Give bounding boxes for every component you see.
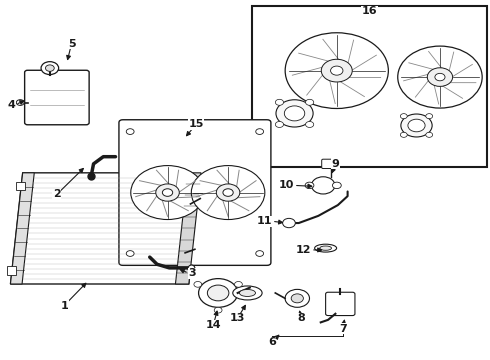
- Circle shape: [312, 177, 335, 194]
- Circle shape: [291, 294, 303, 303]
- Circle shape: [321, 59, 352, 82]
- Text: 12: 12: [295, 245, 311, 255]
- Circle shape: [198, 279, 238, 307]
- Circle shape: [332, 182, 341, 189]
- FancyBboxPatch shape: [322, 159, 338, 168]
- Circle shape: [427, 68, 453, 86]
- Text: 13: 13: [230, 313, 245, 323]
- Text: 15: 15: [189, 120, 204, 129]
- Circle shape: [275, 99, 284, 105]
- Circle shape: [256, 251, 264, 256]
- Circle shape: [306, 99, 314, 105]
- FancyBboxPatch shape: [119, 120, 271, 265]
- Circle shape: [285, 289, 310, 307]
- Polygon shape: [10, 173, 34, 284]
- Text: 16: 16: [362, 6, 377, 17]
- Circle shape: [41, 62, 59, 75]
- Ellipse shape: [320, 246, 331, 250]
- Circle shape: [16, 100, 24, 105]
- Bar: [252, 6, 487, 167]
- Bar: [7, 266, 16, 275]
- Circle shape: [276, 100, 313, 127]
- Text: 8: 8: [297, 313, 305, 323]
- Polygon shape: [10, 173, 201, 284]
- Circle shape: [162, 189, 172, 196]
- Circle shape: [214, 307, 222, 313]
- Text: 7: 7: [339, 324, 346, 334]
- Text: 11: 11: [256, 216, 272, 226]
- Circle shape: [275, 121, 284, 127]
- Ellipse shape: [233, 286, 262, 300]
- Text: 5: 5: [68, 39, 75, 49]
- Text: 1: 1: [60, 301, 68, 311]
- Ellipse shape: [315, 244, 337, 252]
- Circle shape: [400, 132, 407, 138]
- Circle shape: [156, 184, 179, 201]
- Circle shape: [401, 114, 432, 137]
- Circle shape: [426, 132, 433, 138]
- Circle shape: [408, 119, 425, 132]
- Circle shape: [305, 182, 314, 189]
- Bar: [16, 182, 25, 190]
- Text: 3: 3: [189, 268, 196, 278]
- Circle shape: [331, 66, 343, 75]
- Circle shape: [283, 219, 295, 228]
- Circle shape: [400, 114, 407, 119]
- Text: 10: 10: [278, 180, 294, 190]
- Circle shape: [194, 282, 202, 287]
- Circle shape: [284, 106, 305, 121]
- Circle shape: [235, 282, 243, 287]
- Text: 6: 6: [268, 337, 276, 347]
- Text: 9: 9: [331, 159, 340, 169]
- Circle shape: [207, 285, 229, 301]
- Polygon shape: [175, 173, 201, 284]
- FancyBboxPatch shape: [326, 292, 355, 316]
- Circle shape: [256, 129, 264, 134]
- Circle shape: [306, 121, 314, 127]
- Text: 2: 2: [53, 189, 61, 199]
- Circle shape: [426, 114, 433, 119]
- Text: 4: 4: [7, 100, 15, 110]
- Circle shape: [285, 33, 389, 108]
- Circle shape: [435, 73, 445, 81]
- Circle shape: [126, 129, 134, 134]
- FancyBboxPatch shape: [24, 70, 89, 125]
- Circle shape: [126, 251, 134, 256]
- Circle shape: [191, 166, 265, 220]
- Ellipse shape: [240, 289, 255, 296]
- Circle shape: [131, 166, 204, 220]
- Circle shape: [398, 46, 482, 108]
- Circle shape: [223, 189, 233, 196]
- Circle shape: [46, 65, 54, 71]
- Text: 14: 14: [205, 320, 221, 330]
- Circle shape: [216, 184, 240, 201]
